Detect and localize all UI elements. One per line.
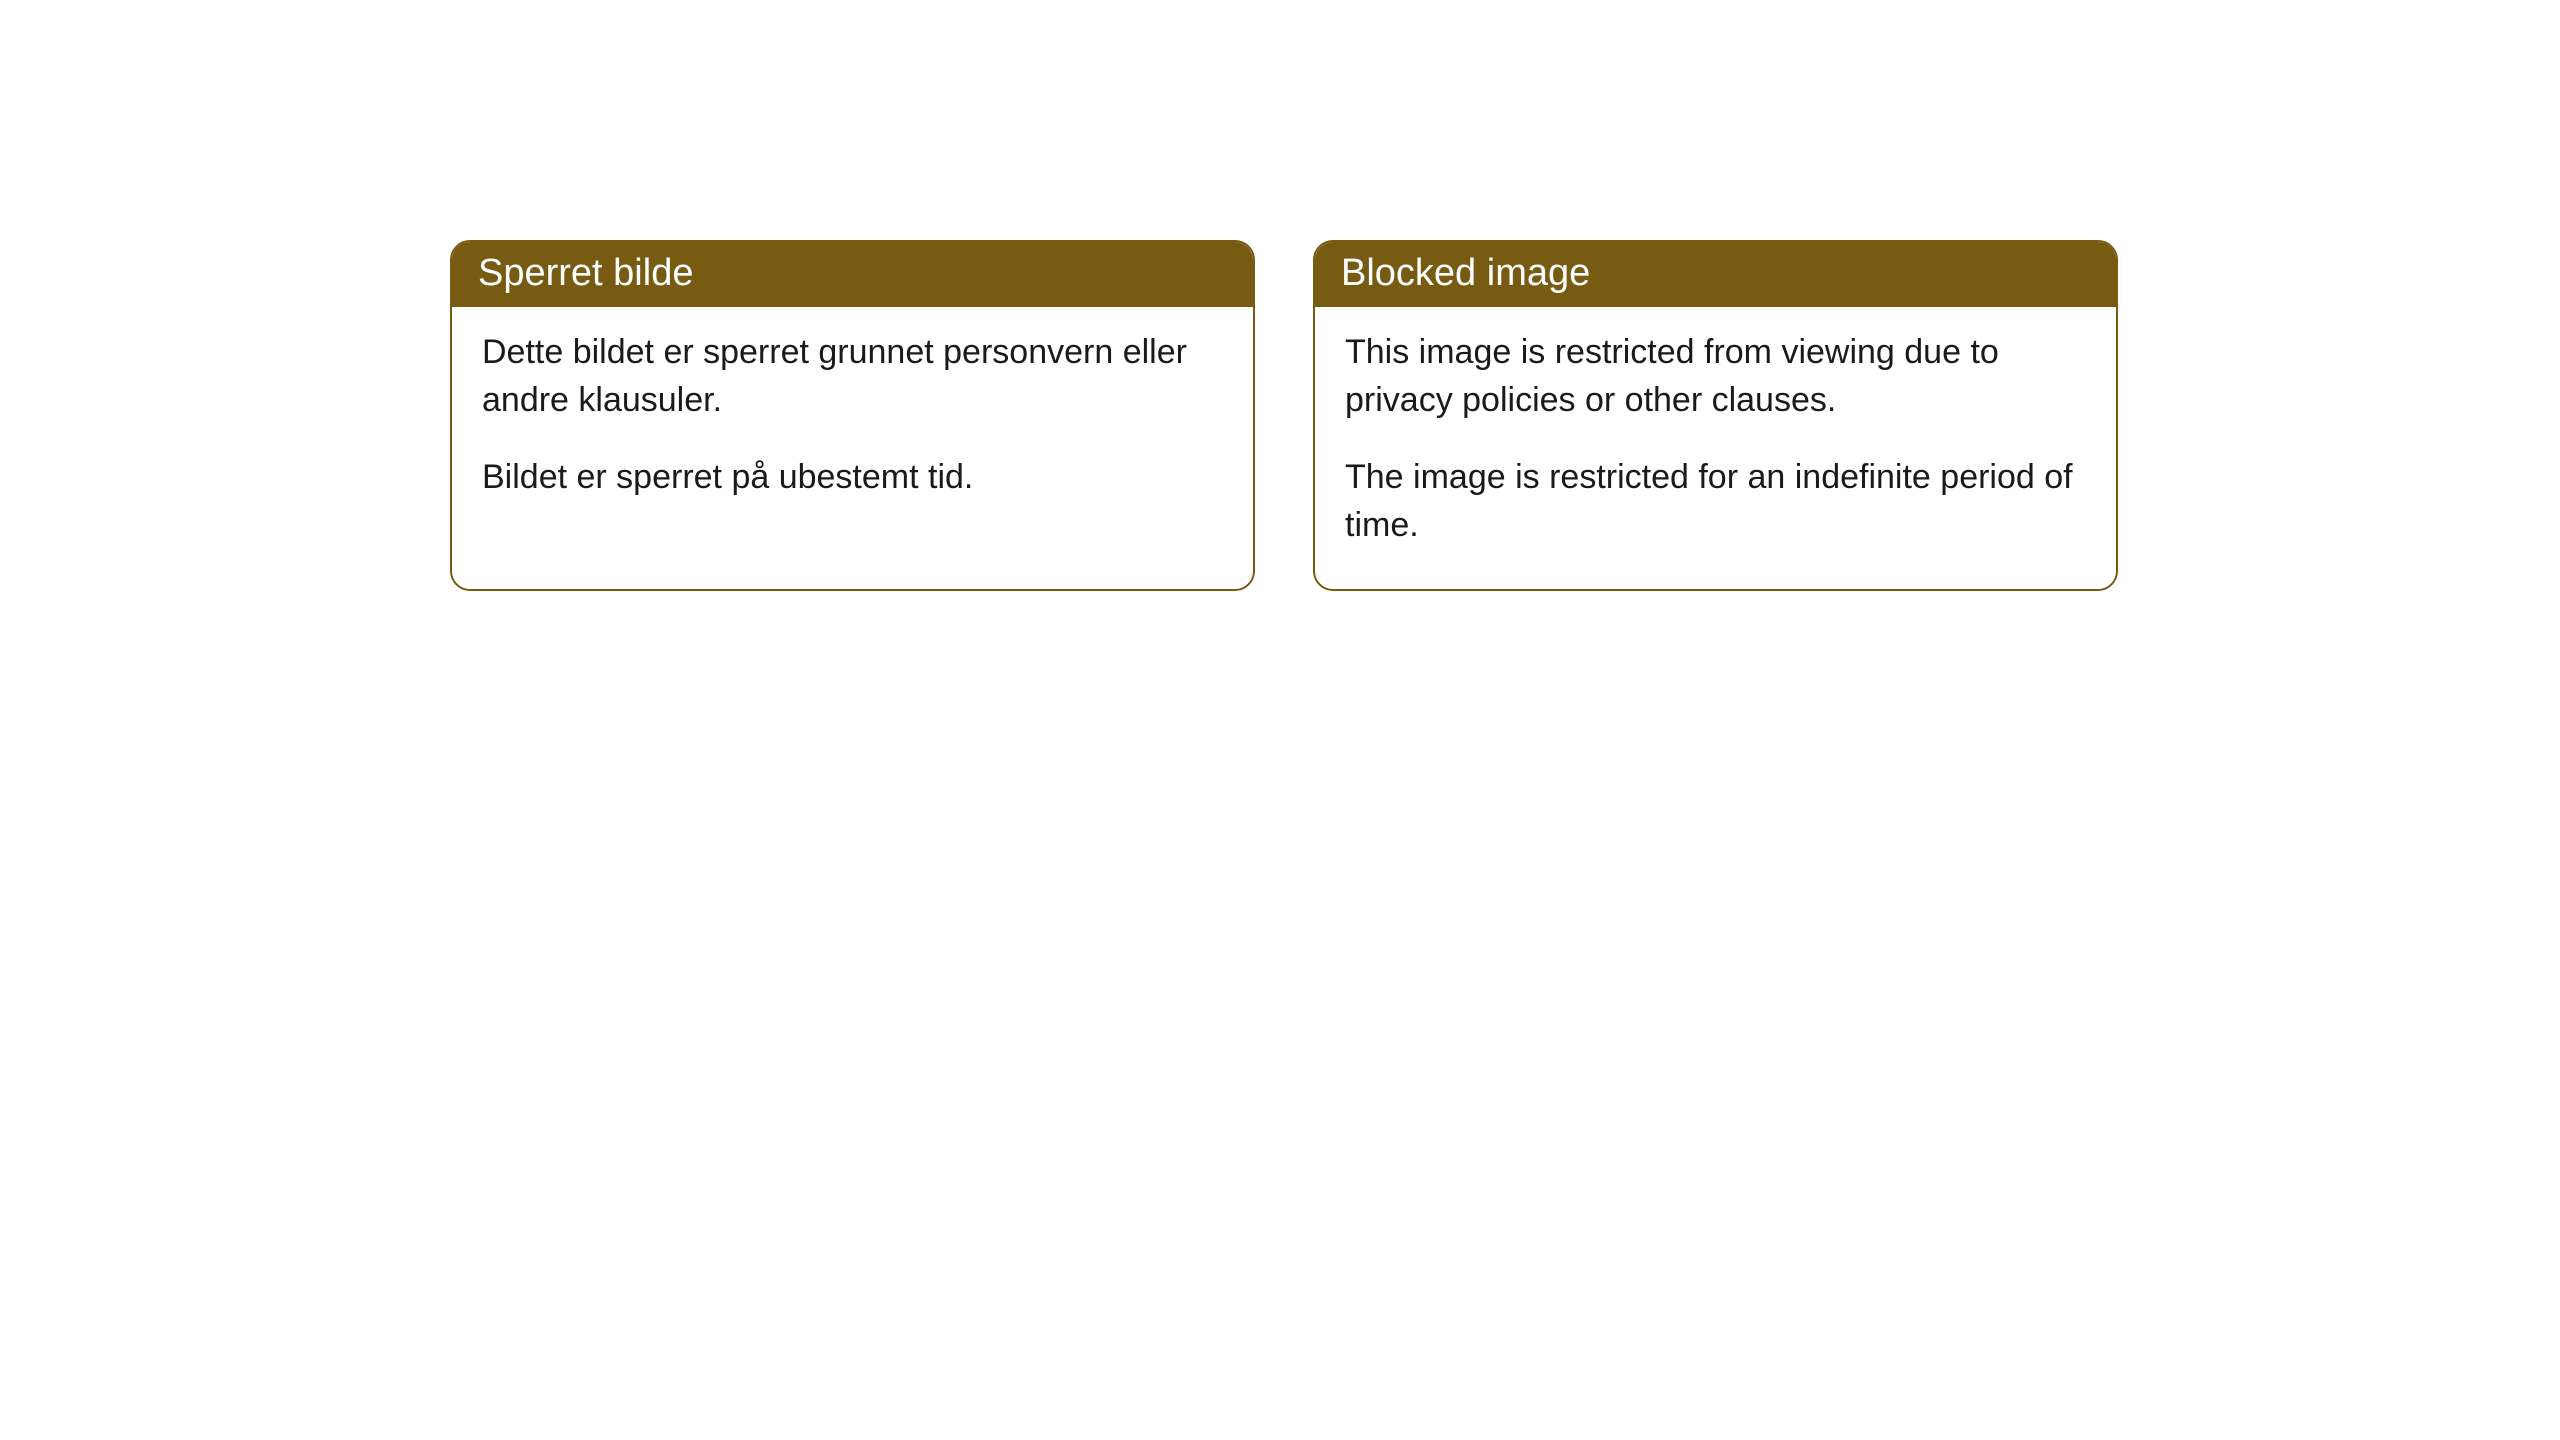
- notice-card-norwegian: Sperret bilde Dette bildet er sperret gr…: [450, 240, 1255, 591]
- card-body: This image is restricted from viewing du…: [1315, 307, 2116, 589]
- card-header: Blocked image: [1315, 242, 2116, 307]
- card-title: Blocked image: [1341, 252, 1590, 294]
- cards-container: Sperret bilde Dette bildet er sperret gr…: [450, 240, 2118, 591]
- card-body: Dette bildet er sperret grunnet personve…: [452, 307, 1253, 542]
- notice-card-english: Blocked image This image is restricted f…: [1313, 240, 2118, 591]
- card-paragraph: Bildet er sperret på ubestemt tid.: [482, 454, 1223, 502]
- card-paragraph: This image is restricted from viewing du…: [1345, 329, 2086, 424]
- card-title: Sperret bilde: [478, 252, 693, 294]
- card-paragraph: The image is restricted for an indefinit…: [1345, 454, 2086, 549]
- card-header: Sperret bilde: [452, 242, 1253, 307]
- card-paragraph: Dette bildet er sperret grunnet personve…: [482, 329, 1223, 424]
